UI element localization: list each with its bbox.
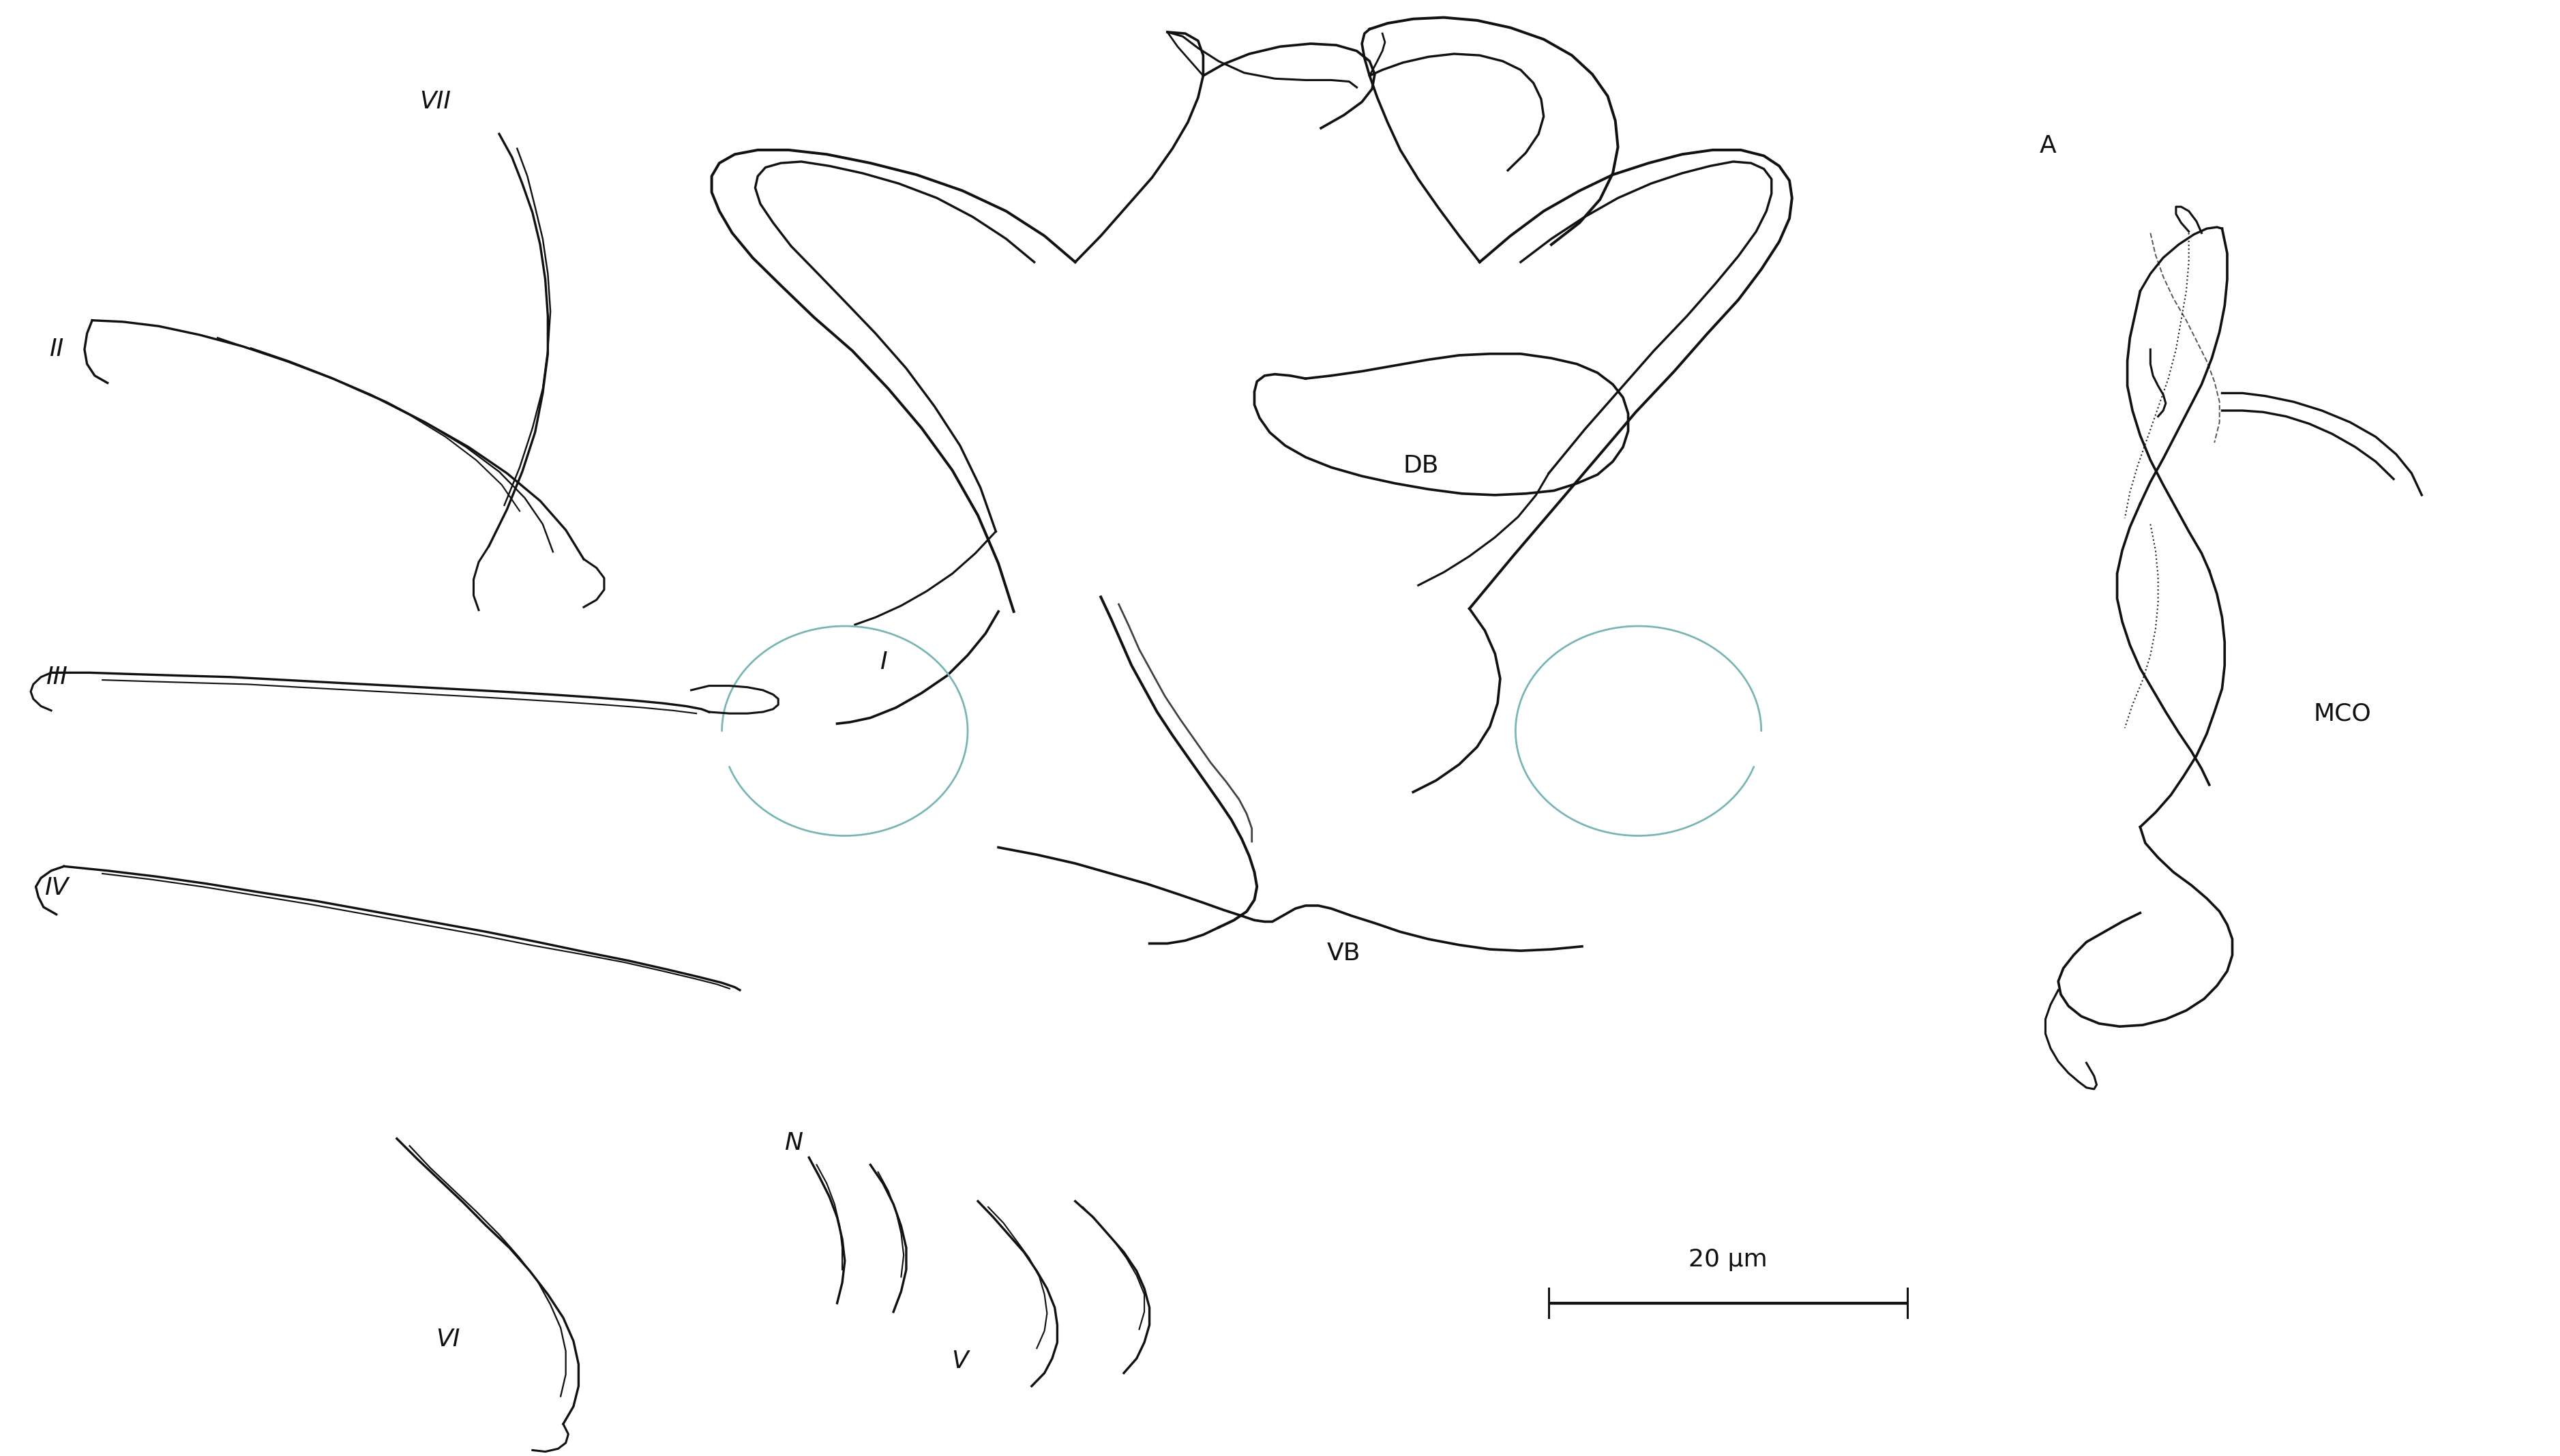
Text: MCO: MCO — [2314, 702, 2371, 725]
Text: I: I — [881, 651, 886, 674]
Text: III: III — [46, 665, 67, 689]
Text: VB: VB — [1326, 942, 1362, 965]
Text: II: II — [49, 338, 64, 361]
Text: IV: IV — [44, 877, 69, 900]
Text: A: A — [2040, 134, 2056, 157]
Text: VII: VII — [420, 90, 451, 114]
Text: DB: DB — [1403, 454, 1439, 478]
Text: 20 μm: 20 μm — [1690, 1248, 1766, 1271]
Text: N: N — [783, 1131, 804, 1155]
Text: V: V — [952, 1350, 968, 1373]
Text: VI: VI — [435, 1328, 461, 1351]
